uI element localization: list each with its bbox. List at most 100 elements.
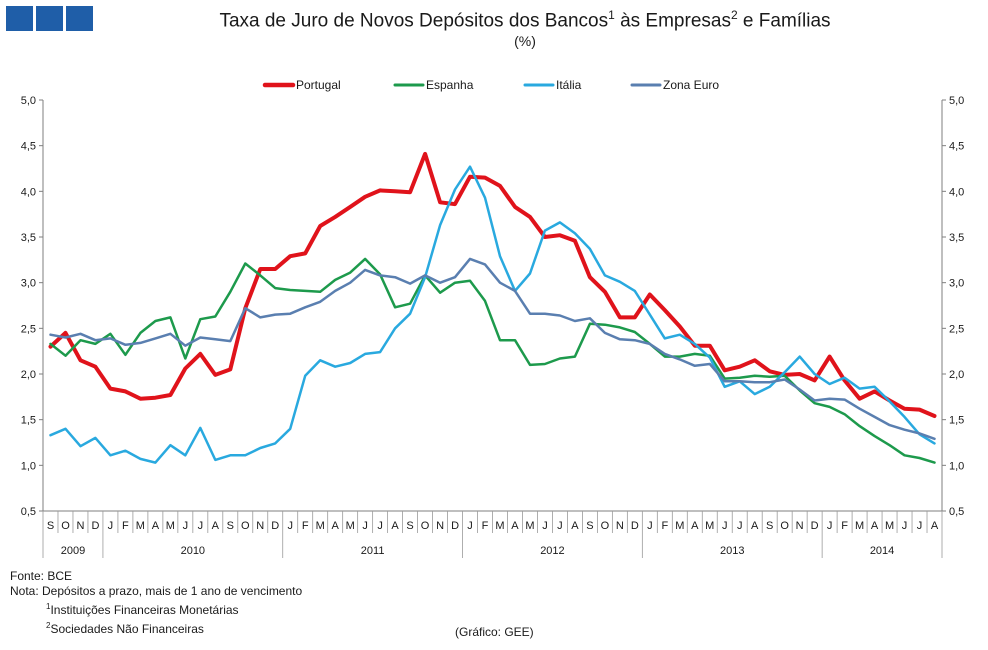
legend-label: Zona Euro	[663, 78, 719, 92]
x-month-label: D	[91, 520, 99, 532]
x-year-label: 2011	[361, 545, 385, 557]
note-text: Nota: Depósitos a prazo, mais de 1 ano d…	[10, 584, 303, 598]
y-tick-label-right: 2,0	[949, 369, 964, 381]
x-month-label: M	[525, 520, 534, 532]
x-month-label: J	[917, 520, 923, 532]
title-text-end: e Famílias	[737, 10, 831, 32]
y-tick-label-left: 2,0	[21, 369, 36, 381]
x-month-label: J	[722, 520, 728, 532]
series-line-zona-euro	[49, 257, 936, 441]
x-month-label: F	[841, 520, 848, 532]
x-month-label: J	[827, 520, 833, 532]
x-month-label: F	[122, 520, 129, 532]
footnote-1-marker: 1	[46, 602, 51, 611]
x-month-label: O	[601, 520, 610, 532]
x-month-label: J	[198, 520, 204, 532]
y-tick-label-right: 5,0	[949, 95, 964, 107]
x-month-label: M	[316, 520, 325, 532]
y-tick-label-left: 3,0	[21, 278, 36, 290]
y-tick-label-left: 1,0	[21, 460, 36, 472]
y-tick-label-right: 3,0	[949, 278, 964, 290]
x-month-label: J	[183, 520, 189, 532]
x-month-label: J	[647, 520, 653, 532]
y-tick-label-right: 2,5	[949, 323, 964, 335]
y-tick-label-left: 5,0	[21, 95, 36, 107]
x-month-label: S	[227, 520, 234, 532]
y-tick-label-right: 0,5	[949, 506, 964, 518]
x-month-label: A	[212, 520, 220, 532]
series-line-portugal	[48, 151, 937, 418]
x-month-label: O	[780, 520, 789, 532]
x-month-label: D	[451, 520, 459, 532]
x-month-label: F	[302, 520, 309, 532]
x-month-label: F	[482, 520, 489, 532]
y-tick-label-left: 4,0	[21, 186, 36, 198]
y-tick-label-right: 4,0	[949, 186, 964, 198]
x-year-label: 2013	[720, 545, 744, 557]
x-month-label: J	[108, 520, 114, 532]
footnote-1: 1Instituições Financeiras Monetárias	[10, 599, 302, 618]
y-tick-label-left: 2,5	[21, 323, 36, 335]
x-month-label: S	[406, 520, 413, 532]
logo	[6, 6, 93, 31]
x-month-label: N	[616, 520, 624, 532]
x-month-label: S	[586, 520, 593, 532]
x-month-label: A	[152, 520, 160, 532]
y-tick-label-right: 3,5	[949, 232, 964, 244]
x-month-label: M	[166, 520, 175, 532]
footnote-2: 2Sociedades Não Financeiras	[10, 618, 302, 637]
title-text-mid: às Empresas	[614, 10, 731, 32]
legend-label: Portugal	[296, 78, 341, 92]
x-month-label: J	[287, 520, 293, 532]
logo-block	[36, 6, 63, 31]
x-month-label: A	[691, 520, 699, 532]
y-tick-label-right: 1,0	[949, 460, 964, 472]
x-month-label: J	[737, 520, 743, 532]
x-month-label: A	[391, 520, 399, 532]
legend-label: Espanha	[426, 78, 474, 92]
x-month-label: A	[931, 520, 939, 532]
x-month-label: J	[377, 520, 383, 532]
x-month-label: M	[705, 520, 714, 532]
x-month-label: M	[136, 520, 145, 532]
x-year-label: 2010	[181, 545, 205, 557]
footnote-2-text: Sociedades Não Financeiras	[50, 622, 204, 636]
x-month-label: J	[467, 520, 473, 532]
logo-block	[66, 6, 93, 31]
x-month-label: A	[571, 520, 579, 532]
legend-label: Itália	[556, 78, 582, 92]
x-month-label: A	[871, 520, 879, 532]
x-month-label: J	[362, 520, 368, 532]
x-month-label: D	[811, 520, 819, 532]
footnote-2-marker: 2	[46, 621, 51, 630]
x-month-label: O	[241, 520, 250, 532]
x-month-label: O	[61, 520, 70, 532]
x-month-label: N	[436, 520, 444, 532]
x-year-label: 2012	[540, 545, 564, 557]
title-footnote-2: 2	[730, 8, 738, 22]
y-tick-label-left: 1,5	[21, 415, 36, 427]
y-tick-label-left: 3,5	[21, 232, 36, 244]
x-month-label: D	[271, 520, 279, 532]
x-month-label: N	[796, 520, 804, 532]
x-month-label: A	[751, 520, 759, 532]
chart-credit: (Gráfico: GEE)	[455, 625, 534, 639]
x-year-label: 2009	[61, 545, 85, 557]
x-month-label: M	[885, 520, 894, 532]
x-month-label: J	[557, 520, 563, 532]
x-month-label: A	[511, 520, 519, 532]
x-month-label: M	[675, 520, 684, 532]
x-month-label: M	[855, 520, 864, 532]
series-line-itália	[49, 165, 936, 464]
x-month-label: S	[47, 520, 54, 532]
chart-notes: Fonte: BCE Nota: Depósitos a prazo, mais…	[10, 569, 302, 637]
chart-subtitle: (%)	[514, 33, 536, 49]
y-tick-label-left: 4,5	[21, 141, 36, 153]
chart-title: Taxa de Juro de Novos Depósitos dos Banc…	[130, 8, 920, 32]
title-text: Taxa de Juro de Novos Depósitos dos Banc…	[219, 10, 609, 32]
source-note: Fonte: BCE	[10, 569, 73, 583]
x-month-label: D	[631, 520, 639, 532]
x-month-label: F	[661, 520, 668, 532]
x-year-label: 2014	[870, 545, 894, 557]
